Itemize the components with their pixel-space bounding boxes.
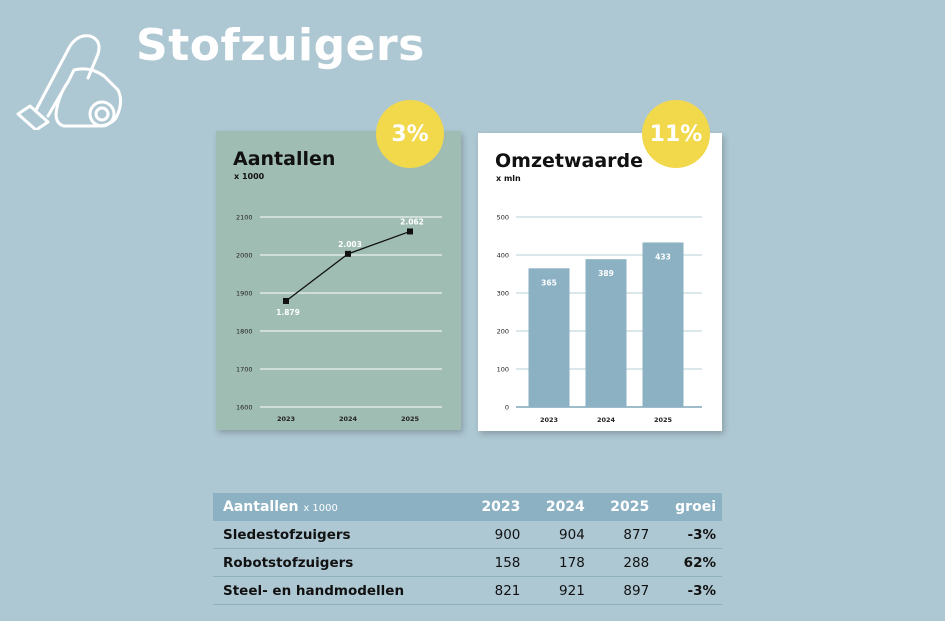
cell-value: 178 xyxy=(526,548,591,577)
row-label: Steel- en handmodellen xyxy=(213,576,463,605)
chart-title: Omzetwaarde xyxy=(495,150,644,172)
row-label: Sledestofzuigers xyxy=(213,521,463,549)
y-tick-label: 100 xyxy=(497,366,509,374)
header-label-text: Aantallen xyxy=(223,499,299,515)
table-header-label: Aantallen x 1000 xyxy=(213,493,463,521)
y-tick-label: 200 xyxy=(497,328,509,336)
bar-chart: 0 100 200 300 400 500 365 2023 389 2024 433 2025 xyxy=(497,214,702,424)
y-tick-label: 1700 xyxy=(236,366,253,374)
line-chart: 1600 1700 1800 1900 2000 2100 2023 2024 2025 1.87… xyxy=(236,214,442,423)
data-point xyxy=(345,250,351,257)
data-point xyxy=(407,228,413,235)
data-label: 2.003 xyxy=(338,240,362,249)
chart-title: Aantallen xyxy=(233,148,336,170)
chart-subtitle: x 1000 xyxy=(234,172,265,181)
y-tick-label: 0 xyxy=(505,404,509,412)
header-year: 2023 xyxy=(462,493,527,521)
growth-badge-omzetwaarde: 11% xyxy=(642,100,710,168)
growth-badge-aantallen: 3% xyxy=(376,100,444,168)
data-label: 2.062 xyxy=(400,217,424,226)
table-row: Sledestofzuigers 900 904 877 -3% xyxy=(213,521,722,549)
cell-value: 897 xyxy=(590,576,656,605)
x-tick-label: 2024 xyxy=(339,415,358,423)
header-year: 2025 xyxy=(590,493,656,521)
cell-value: 288 xyxy=(590,548,656,577)
x-tick-label: 2023 xyxy=(540,416,558,424)
header-year: 2024 xyxy=(526,493,591,521)
header-growth: groei xyxy=(655,493,722,521)
cell-value: 904 xyxy=(526,521,591,549)
y-tick-label: 1600 xyxy=(236,404,253,412)
table-header-row: Aantallen x 1000 2023 2024 2025 groei xyxy=(213,493,722,521)
cell-growth: 62% xyxy=(655,548,722,577)
data-label: 365 xyxy=(541,278,557,287)
header-unit: x 1000 xyxy=(303,503,338,514)
cell-growth: -3% xyxy=(655,576,722,605)
y-tick-label: 1900 xyxy=(236,290,253,298)
vacuum-cleaner-icon xyxy=(16,34,123,130)
x-tick-label: 2023 xyxy=(277,415,295,423)
y-tick-label: 500 xyxy=(497,214,509,222)
table-row: Steel- en handmodellen 821 921 897 -3% xyxy=(213,576,722,605)
x-tick-label: 2024 xyxy=(597,416,616,424)
cell-value: 877 xyxy=(590,521,656,549)
data-point xyxy=(283,297,289,304)
bar xyxy=(642,242,684,407)
cell-value: 821 xyxy=(462,576,527,605)
y-tick-label: 2000 xyxy=(236,252,253,260)
data-label: 389 xyxy=(598,269,614,278)
y-tick-label: 2100 xyxy=(236,214,253,222)
page-title: Stofzuigers xyxy=(136,20,425,71)
cell-value: 921 xyxy=(526,576,591,605)
bar xyxy=(528,268,570,407)
chart-card-aantallen: 1600 1700 1800 1900 2000 2100 2023 2024 2025 1.87… xyxy=(216,131,461,430)
cell-growth: -3% xyxy=(655,521,722,549)
cell-value: 158 xyxy=(462,548,527,577)
chart-card-omzetwaarde: 0 100 200 300 400 500 365 2023 389 2024 433 2025 Om… xyxy=(478,133,722,431)
data-label: 433 xyxy=(655,252,671,261)
y-tick-label: 300 xyxy=(497,290,509,298)
row-label: Robotstofzuigers xyxy=(213,548,463,577)
y-tick-label: 1800 xyxy=(236,328,253,336)
chart-subtitle: x mln xyxy=(496,174,521,183)
data-label: 1.879 xyxy=(276,308,300,317)
data-table: Aantallen x 1000 2023 2024 2025 groei Sl… xyxy=(213,493,722,605)
y-tick-label: 400 xyxy=(497,252,509,260)
x-tick-label: 2025 xyxy=(401,415,420,423)
table-row: Robotstofzuigers 158 178 288 62% xyxy=(213,548,722,577)
bar xyxy=(585,259,627,407)
x-tick-label: 2025 xyxy=(654,416,673,424)
cell-value: 900 xyxy=(462,521,527,549)
